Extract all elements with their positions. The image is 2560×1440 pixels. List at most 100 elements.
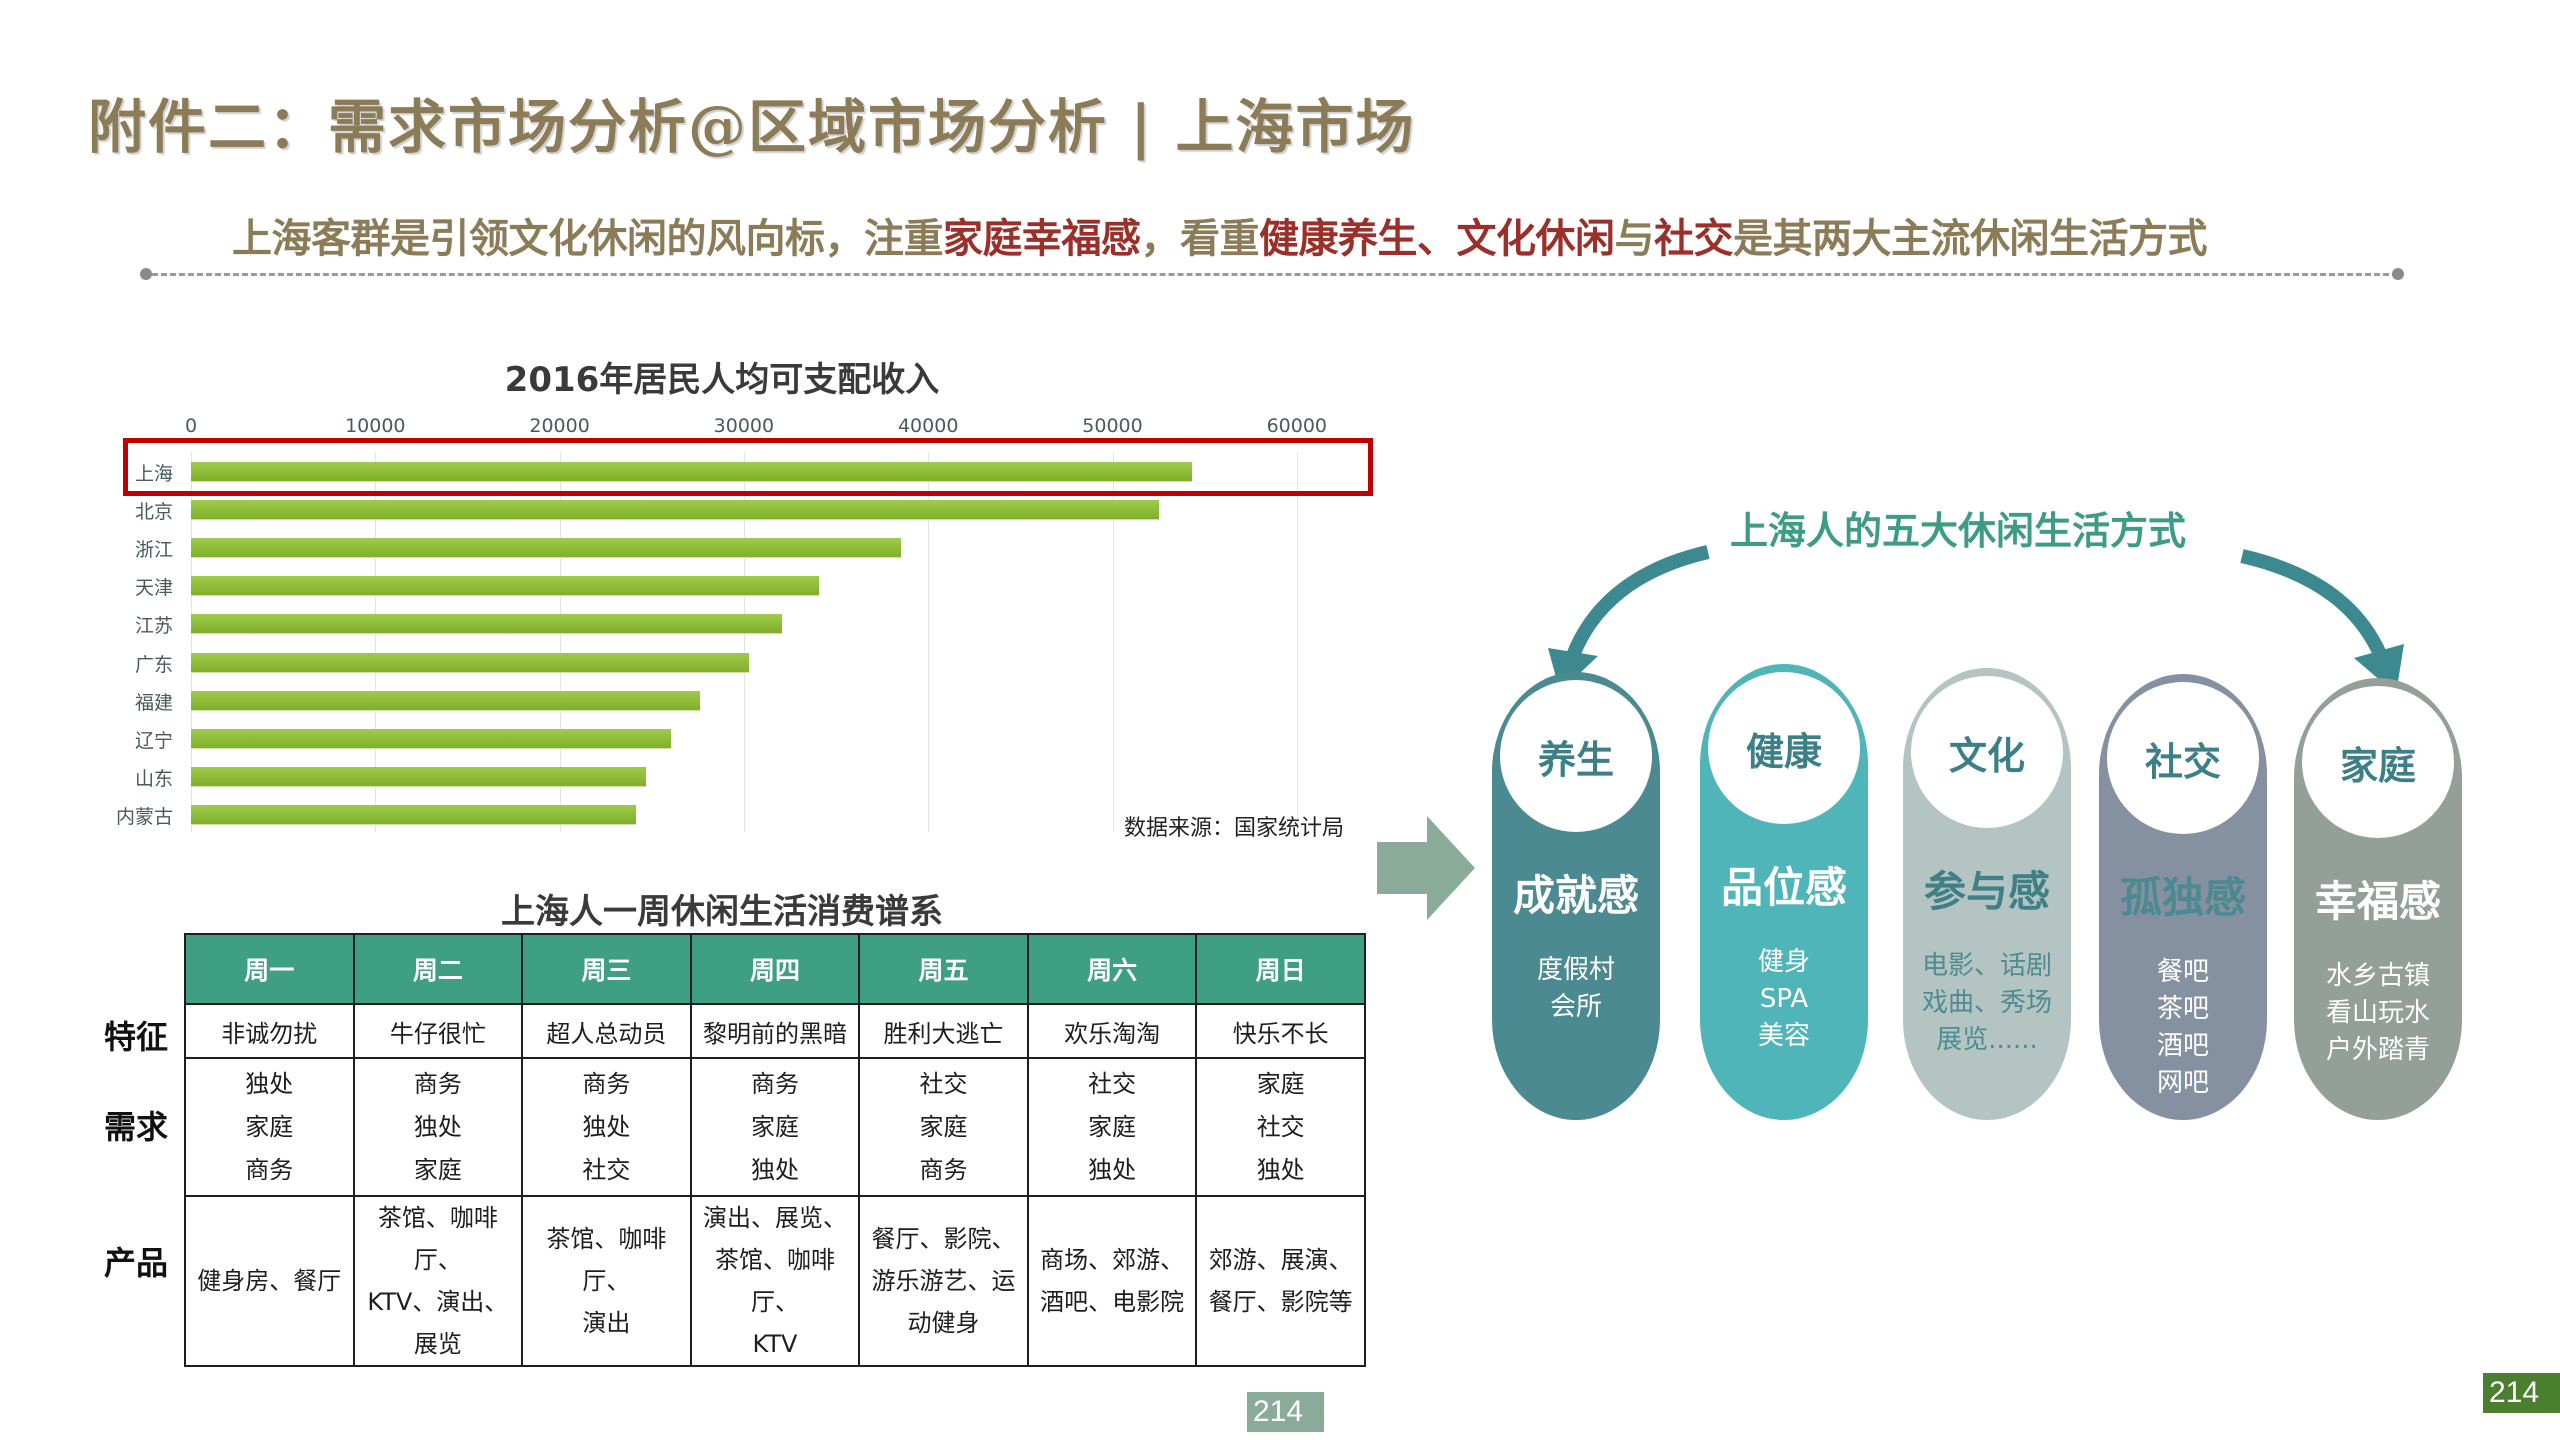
lifestyle-name: 文化 [1911, 676, 2063, 828]
gridline [1112, 452, 1114, 832]
need-cell: 商务 独处 家庭 [352, 1057, 524, 1197]
page-number-center: 214 [1247, 1392, 1324, 1432]
lifestyle-name: 社交 [2107, 682, 2259, 834]
right-arrow-icon [1377, 816, 1475, 920]
category-label: 北京 [134, 501, 173, 524]
lifestyle-pill: 文化 参与感 电影、话剧 戏曲、秀场 展览...... [1903, 668, 2071, 1120]
lifestyle-items: 度假村 会所 [1536, 955, 1615, 1022]
row-label-need: 需求 [104, 1108, 169, 1146]
lifestyle-name: 健康 [1708, 672, 1860, 824]
income-bar [191, 500, 1160, 520]
x-tick-label: 20000 [529, 415, 590, 437]
income-bar [191, 690, 700, 710]
x-tick-label: 50000 [1082, 415, 1143, 437]
category-label: 天津 [134, 577, 173, 600]
lifestyle-items: 健身 SPA 美容 [1757, 947, 1810, 1051]
lifestyle-feeling: 成就感 [1512, 871, 1639, 920]
product-cell: 演出、展览、 茶馆、咖啡厅、 KTV [689, 1195, 861, 1367]
chart-title: 2016年居民人均可支配收入 [504, 360, 940, 400]
income-bar [191, 576, 819, 596]
income-bar [191, 766, 646, 786]
day-header: 周二 [352, 933, 524, 1005]
category-label: 广东 [134, 653, 173, 676]
feature-cell: 超人总动员 [521, 1003, 692, 1059]
headline-highlight-social: 社交 [1654, 216, 1734, 262]
feature-cell: 黎明前的黑暗 [689, 1003, 861, 1059]
shanghai-highlight-box [123, 438, 1373, 496]
product-cell: 商场、郊游、 酒吧、电影院 [1026, 1195, 1198, 1367]
income-bar [191, 538, 902, 558]
category-label: 江苏 [134, 615, 173, 638]
page-number-right: 214 [2483, 1373, 2560, 1413]
gridline [928, 452, 930, 832]
headline: 上海客群是引领文化休闲的风向标，注重家庭幸福感，看重健康养生、文化休闲与社交是其… [232, 206, 2208, 264]
category-label: 辽宁 [134, 729, 173, 752]
product-cell: 茶馆、咖啡厅、 KTV、演出、 展览 [352, 1195, 524, 1367]
need-cell: 家庭 社交 独处 [1195, 1057, 1366, 1197]
product-row: 健身房、餐厅 茶馆、咖啡厅、 KTV、演出、 展览 茶馆、咖啡厅、 演出 演出、展览、 茶馆、… [184, 1195, 1366, 1367]
lifestyle-pill: 家庭 幸福感 水乡古镇 看山玩水 户外踏青 [2294, 678, 2462, 1120]
lifestyle-feeling: 品位感 [1720, 863, 1847, 912]
row-label-product: 产品 [104, 1244, 169, 1282]
headline-highlight-health-culture: 健康养生、文化休闲 [1259, 216, 1615, 262]
lifestyle-items: 水乡古镇 看山玩水 户外踏青 [2325, 961, 2430, 1065]
x-tick-label: 0 [184, 415, 198, 437]
dashed-divider [143, 273, 2398, 276]
headline-part-3: 与 [1614, 216, 1655, 262]
category-label: 福建 [134, 691, 173, 714]
lifestyle-name: 养生 [1500, 680, 1652, 832]
data-source: 数据来源：国家统计局 [1124, 816, 1345, 841]
weekly-leisure-table: 周一 周二 周三 周四 周五 周六 周日 非诚勿扰 牛仔很忙 超人总动员 黎明前的黑暗 胜利大逃亡欢… [184, 933, 1366, 1367]
need-cell: 独处 家庭 商务 [184, 1057, 355, 1197]
income-bar [191, 728, 671, 748]
table-title: 上海人一周休闲生活消费谱系 [501, 892, 943, 932]
category-label: 内蒙古 [115, 805, 173, 828]
lifestyle-feeling: 孤独感 [2119, 873, 2246, 922]
product-cell: 茶馆、咖啡厅、 演出 [521, 1195, 692, 1367]
gridline [743, 452, 745, 832]
lifestyle-items: 电影、话剧 戏曲、秀场 展览...... [1921, 951, 2052, 1055]
feature-cell: 胜利大逃亡 [858, 1003, 1029, 1059]
x-tick-label: 60000 [1266, 415, 1328, 437]
headline-part-2: ，看重 [1140, 216, 1260, 262]
category-label: 浙江 [134, 539, 173, 562]
headline-highlight-family: 家庭幸福感 [943, 216, 1141, 262]
day-header: 周日 [1195, 933, 1366, 1005]
gridline [559, 452, 561, 832]
day-header: 周六 [1026, 933, 1198, 1005]
income-bar [191, 652, 750, 672]
feature-row: 非诚勿扰 牛仔很忙 超人总动员 黎明前的黑暗 胜利大逃亡 欢乐淘淘 快乐不长 [184, 1003, 1366, 1059]
lifestyle-items: 餐吧 茶吧 酒吧 网吧 [2156, 957, 2209, 1098]
income-bar [191, 614, 783, 634]
need-row: 独处 家庭 商务 商务 独处 家庭 商务 独处 社交 商务 家庭 独处 社交 家庭 商务 社交 家庭 独处 家庭 社交… [184, 1057, 1366, 1197]
feature-cell: 牛仔很忙 [352, 1003, 524, 1059]
day-header: 周一 [184, 933, 355, 1005]
product-cell: 郊游、展演、 餐厅、影院等 [1195, 1195, 1366, 1367]
curved-arrows-icon [1548, 545, 2404, 690]
product-cell: 餐厅、影院、 游乐游艺、运 动健身 [858, 1195, 1029, 1367]
lifestyle-pill: 健康品位感健身 SPA 美容 [1700, 664, 1868, 1120]
gridline [375, 452, 377, 832]
product-cell: 健身房、餐厅 [184, 1195, 355, 1367]
divider-dot-left [140, 268, 152, 280]
category-label: 上海 [134, 463, 173, 485]
day-header-row: 周一 周二 周三 周四 周五 周六 周日 [184, 933, 1366, 1005]
diagram-title: 上海人的五大休闲生活方式 [1730, 509, 2187, 553]
need-cell: 商务 独处 社交 [521, 1057, 692, 1197]
category-label: 山东 [134, 767, 173, 790]
day-header: 周四 [689, 933, 861, 1005]
income-bar [191, 462, 1192, 481]
row-label-feature: 特征 [104, 1018, 169, 1056]
lifestyle-name: 家庭 [2302, 686, 2454, 838]
day-header: 周三 [521, 933, 692, 1005]
page-title: 附件二：需求市场分析@区域市场分析 | 上海市场 [88, 93, 1416, 161]
x-tick-label: 40000 [897, 415, 959, 437]
x-tick-label: 30000 [713, 415, 775, 437]
headline-part-4: 是其两大主流休闲生活方式 [1733, 216, 2208, 262]
need-cell: 社交 家庭 商务 [858, 1057, 1029, 1197]
gridline [1296, 452, 1298, 832]
divider-dot-right [2392, 268, 2404, 280]
feature-cell: 欢乐淘淘 [1026, 1003, 1198, 1059]
need-cell: 商务 家庭 独处 [689, 1057, 861, 1197]
day-header: 周五 [858, 933, 1029, 1005]
